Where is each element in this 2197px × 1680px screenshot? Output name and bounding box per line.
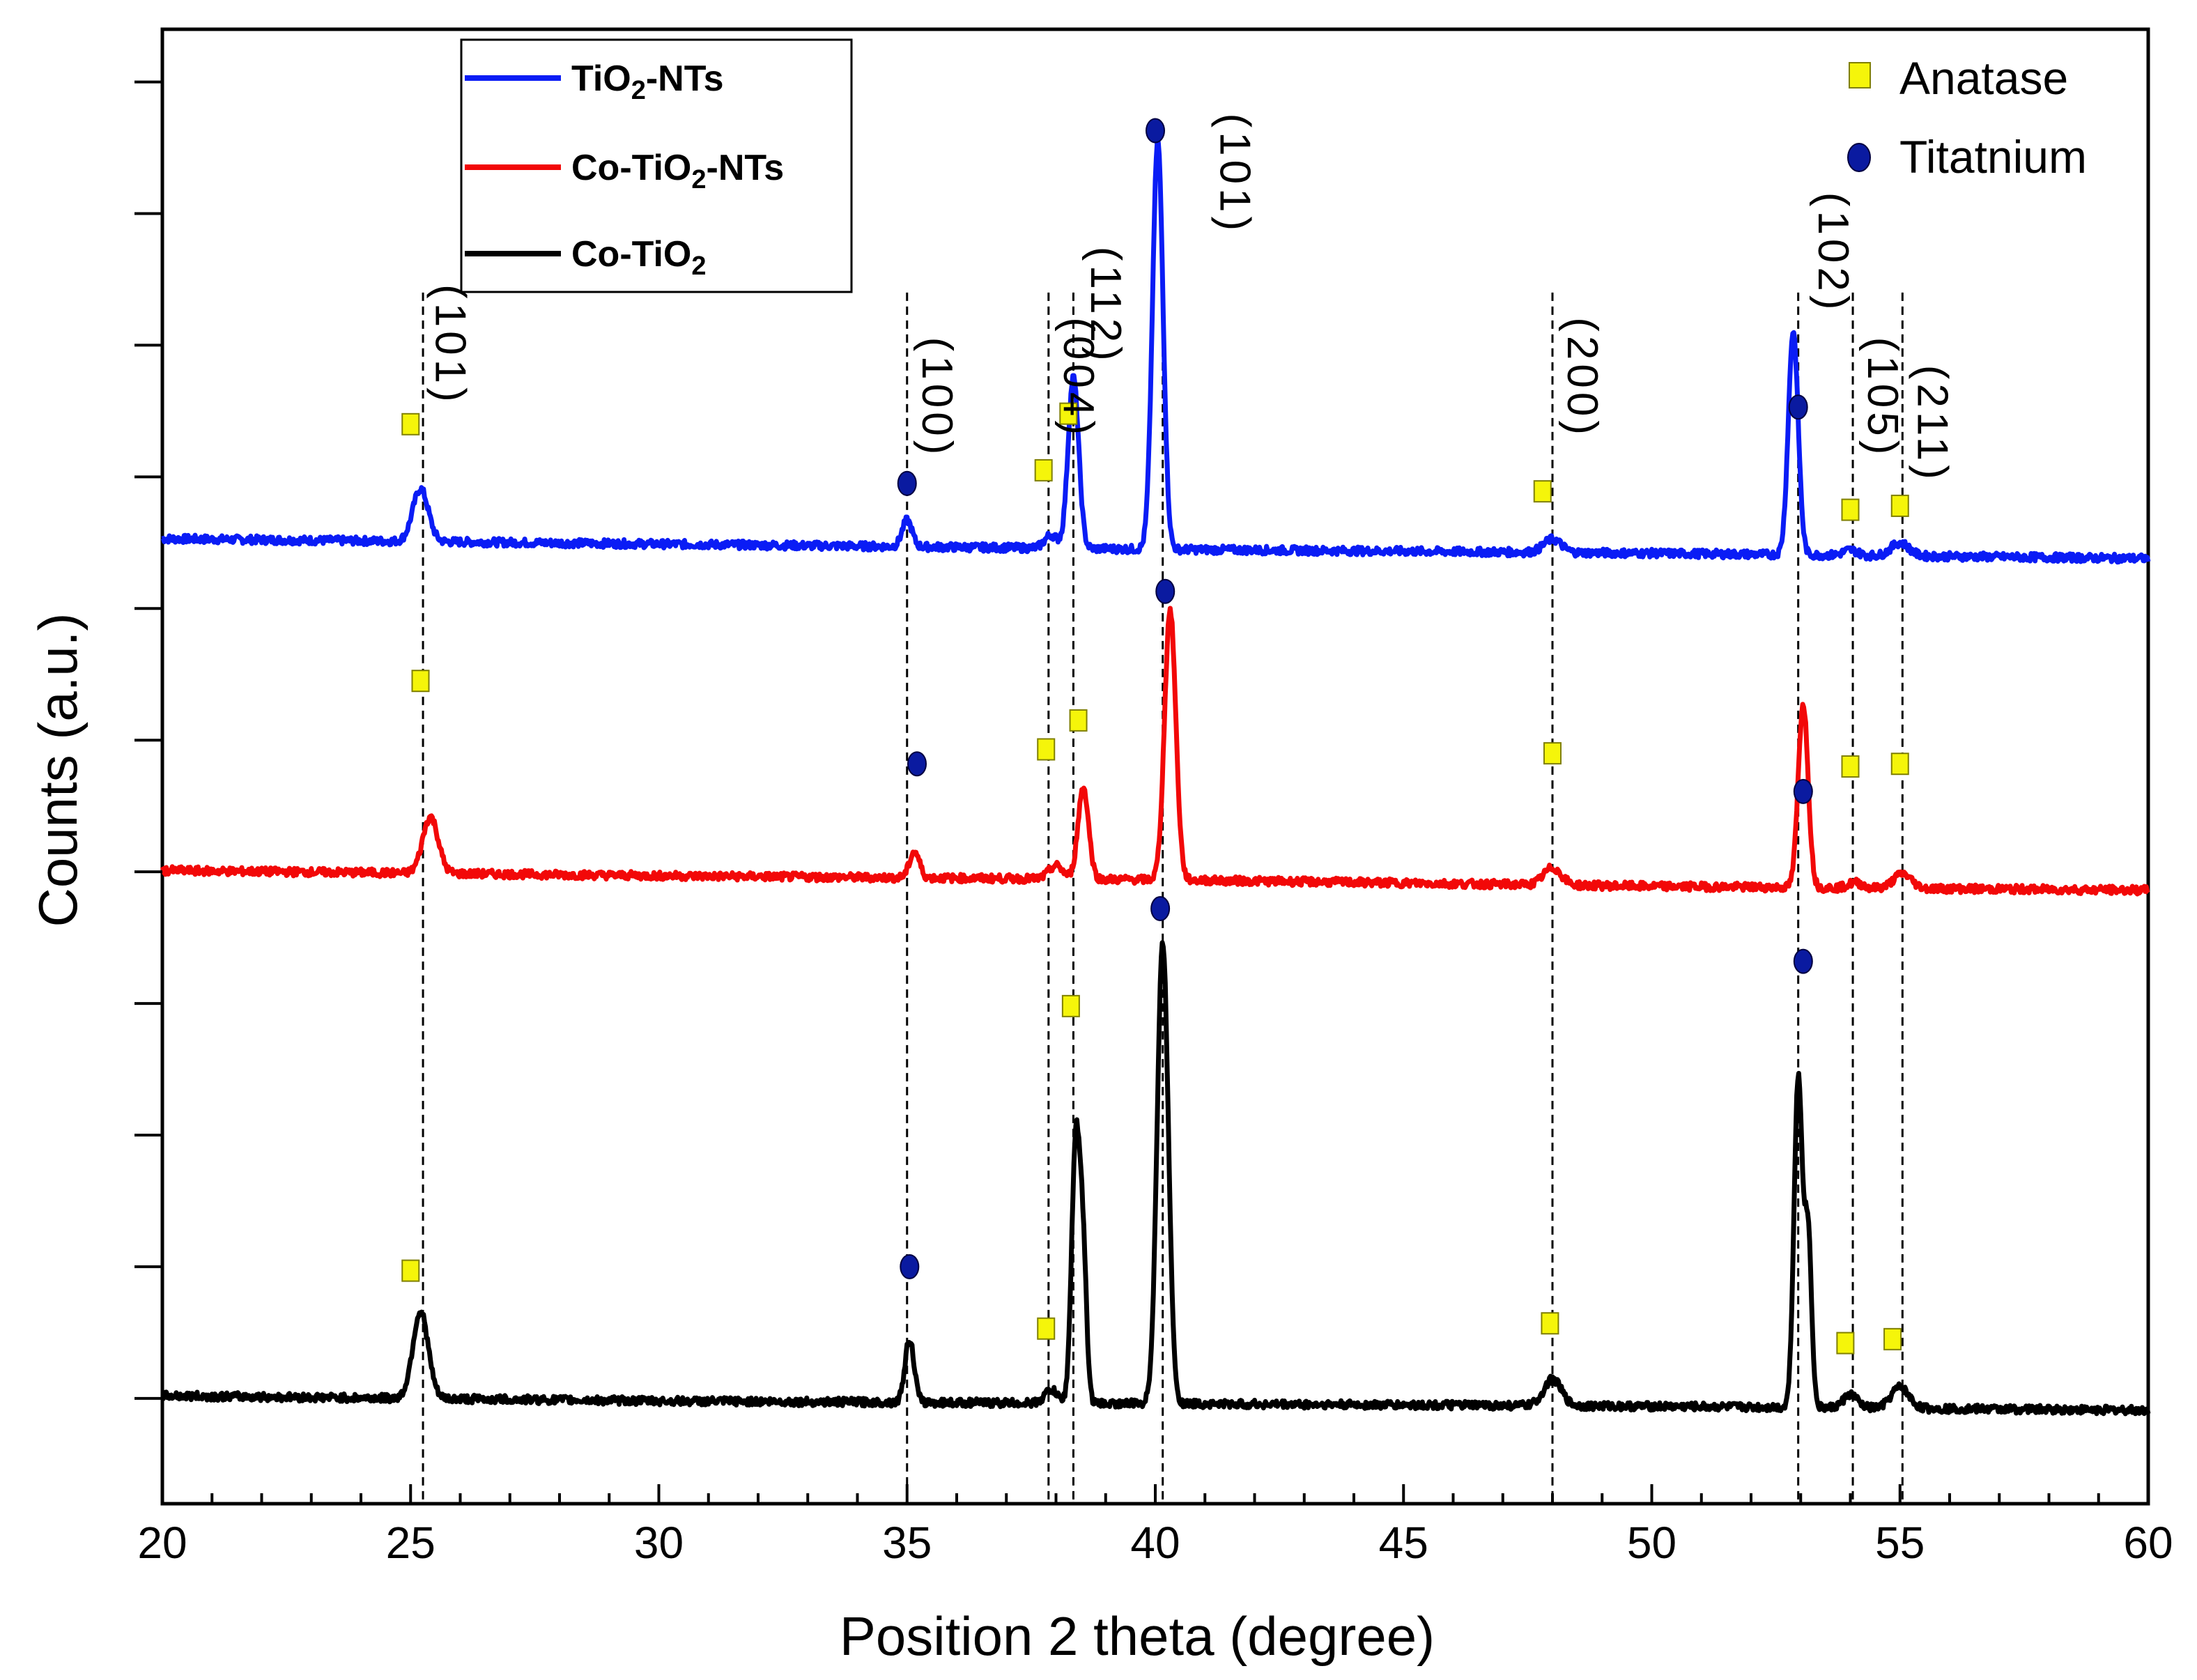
- titanium-marker: [1793, 778, 1813, 804]
- anatase-marker: [1890, 494, 1909, 517]
- titanium-marker: [900, 1254, 920, 1279]
- x-tick-label: 60: [2123, 1518, 2173, 1568]
- x-tick-label: 40: [1130, 1518, 1180, 1568]
- x-tick-label: 45: [1379, 1518, 1428, 1568]
- hkl-label: (105): [1858, 337, 1906, 459]
- marker-legend: Anatase Titatnium: [1847, 52, 2087, 183]
- anatase-marker: [1069, 709, 1088, 732]
- series-lines: [160, 139, 2151, 1417]
- x-tick-label: 25: [386, 1518, 435, 1568]
- series-legend: TiO2-NTs Co-TiO2-NTs Co-TiO2: [460, 38, 853, 293]
- titanium-legend-icon: [1847, 143, 1871, 172]
- anatase-marker: [1533, 480, 1552, 503]
- x-tick-label: 30: [634, 1518, 684, 1568]
- anatase-marker: [1037, 1317, 1056, 1340]
- hkl-label: (101): [1210, 113, 1258, 235]
- anatase-marker: [401, 1259, 420, 1282]
- anatase-marker: [1034, 458, 1053, 481]
- anatase-marker: [1890, 753, 1909, 776]
- legend-label: Co-TiO2-NTs: [571, 148, 784, 194]
- anatase-marker: [411, 670, 430, 693]
- anatase-legend-icon: [1849, 62, 1871, 88]
- hkl-label: (102): [1809, 192, 1857, 314]
- titanium-marker: [897, 470, 917, 496]
- x-tick-label: 35: [882, 1518, 932, 1568]
- y-axis-title: Counts (a.u.): [27, 613, 88, 927]
- hkl-label: (100): [913, 337, 961, 459]
- x-tick-label: 50: [1627, 1518, 1676, 1568]
- anatase-marker: [1061, 994, 1080, 1017]
- hkl-label: (200): [1558, 317, 1606, 439]
- titanium-legend-label: Titatnium: [1899, 131, 2087, 183]
- x-tick-label: 20: [137, 1518, 187, 1568]
- hkl-labels: (101) (100) (004)(112) (101) (200) (102)(105)…: [426, 113, 1957, 483]
- anatase-marker: [1059, 402, 1078, 425]
- reference-lines: [422, 292, 1904, 1504]
- titanium-marker: [1150, 896, 1171, 922]
- anatase-marker: [1883, 1327, 1902, 1350]
- hkl-label: (211): [1908, 365, 1956, 484]
- anatase-marker: [1543, 742, 1562, 765]
- x-axis-title: Position 2 theta (degree): [840, 1605, 1435, 1667]
- x-tick-label: 55: [1875, 1518, 1925, 1568]
- axes: 20 25 30 35 40 45 50 55 60: [134, 80, 2173, 1568]
- series-line: [160, 606, 2150, 897]
- titanium-marker: [1146, 118, 1165, 144]
- series-line: [160, 940, 2151, 1417]
- hkl-label: (101): [426, 284, 475, 406]
- hkl-label: (004): [1054, 317, 1102, 439]
- phase-markers: [401, 118, 1909, 1355]
- titanium-marker: [907, 751, 927, 777]
- anatase-marker: [1841, 498, 1860, 521]
- hkl-label: (112): [1081, 247, 1130, 365]
- titanium-marker: [1788, 394, 1808, 420]
- legend-label: TiO2-NTs: [571, 59, 724, 105]
- anatase-marker: [1841, 755, 1860, 778]
- anatase-marker: [1836, 1332, 1855, 1355]
- anatase-legend-label: Anatase: [1899, 52, 2068, 104]
- anatase-marker: [1541, 1312, 1559, 1335]
- anatase-marker: [1037, 738, 1056, 761]
- legend-label: Co-TiO2: [571, 234, 707, 281]
- titanium-marker: [1793, 948, 1813, 974]
- anatase-marker: [401, 413, 420, 436]
- titanium-marker: [1155, 578, 1175, 604]
- series-line: [160, 139, 2151, 565]
